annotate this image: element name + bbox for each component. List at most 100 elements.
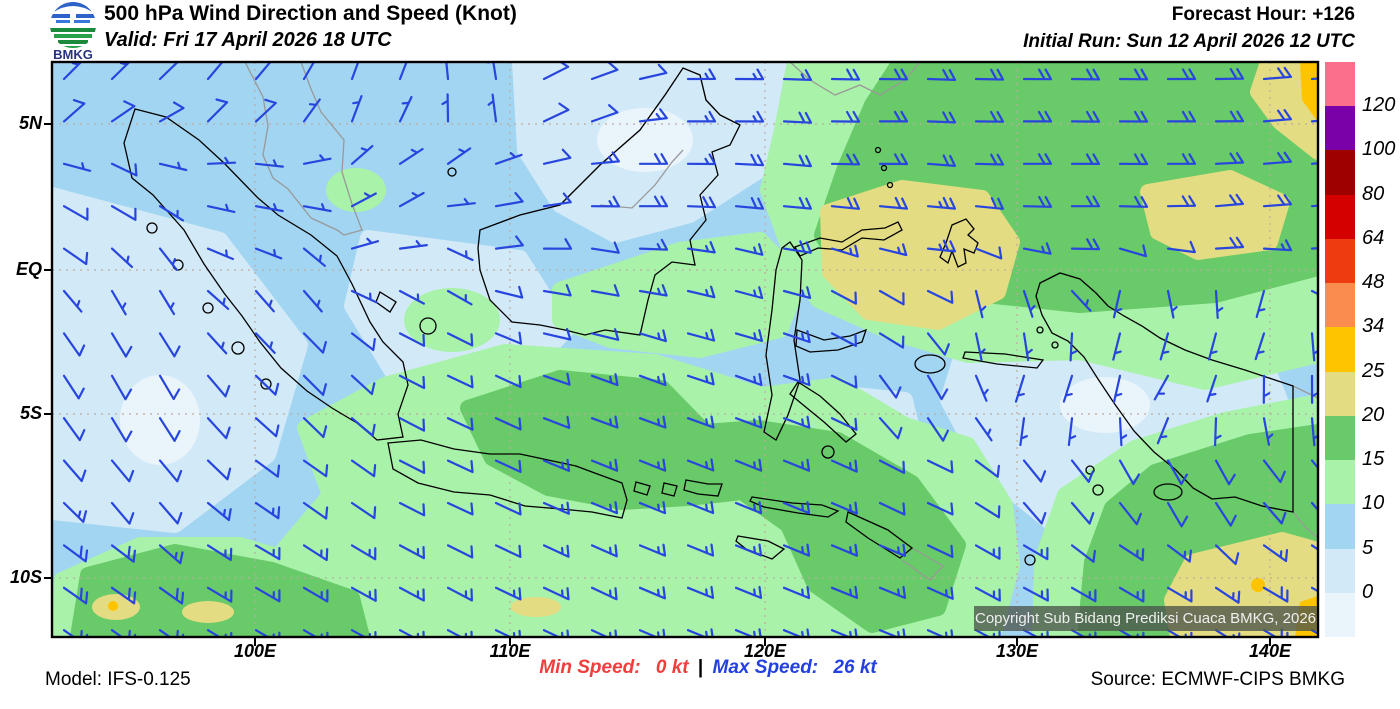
wind-barb (1206, 374, 1218, 403)
wind-barb (686, 458, 715, 472)
wind-barb (350, 62, 360, 81)
wind-barb (494, 192, 524, 208)
wind-barb (1118, 501, 1142, 526)
wind-barb (734, 243, 764, 256)
wind-barb (590, 501, 619, 515)
wind-barb (62, 99, 86, 123)
wind-barb (974, 586, 1001, 602)
wind-barb (158, 161, 188, 172)
wind-barb (1214, 236, 1245, 250)
wind-barb (1166, 501, 1189, 528)
wind-barb (1310, 501, 1318, 512)
colorbar-label-120: 120 (1362, 94, 1396, 117)
wind-barb (734, 373, 763, 387)
wind-barb (1310, 289, 1318, 296)
wind-barb (878, 110, 909, 123)
wind-barb (158, 289, 176, 316)
wind-barb (830, 417, 858, 431)
wind-barb (974, 501, 1001, 519)
wind-barb (158, 205, 185, 222)
wind-barb (686, 543, 715, 557)
wind-barb (302, 247, 326, 267)
wind-barb (206, 62, 224, 81)
wind-barb (62, 459, 87, 483)
lat-label-EQ: EQ (15, 259, 42, 279)
wind-barb (446, 417, 474, 431)
wind-barb (878, 459, 906, 474)
wind-barb (734, 68, 765, 81)
wind-barb (110, 501, 135, 525)
wind-barb (302, 374, 327, 396)
wind-barb (158, 544, 184, 565)
wind-barb (446, 544, 474, 559)
wind-barb (1310, 162, 1318, 165)
wind-barb (638, 238, 669, 251)
wind-barb (782, 543, 811, 557)
wind-barb (302, 544, 329, 562)
lat-label-10S: 10S (9, 567, 42, 587)
wind-barb (590, 586, 618, 601)
wind-barb (302, 417, 328, 439)
wind-barb (542, 544, 570, 558)
wind-barb (1166, 629, 1193, 637)
wind-barb (1156, 417, 1170, 445)
wind-barb (1214, 544, 1240, 566)
wind-barb (158, 374, 181, 401)
wind-barb (830, 501, 858, 515)
wind-barb (782, 501, 811, 515)
wind-barb (1207, 332, 1218, 361)
wind-barb (110, 205, 137, 221)
wind-barb (638, 153, 669, 165)
wind-barb (1069, 332, 1078, 362)
colorbar-segment (1325, 194, 1355, 240)
wind-barb (1255, 289, 1266, 319)
lon-label-140E: 140E (1248, 641, 1292, 661)
wind-barb (350, 95, 363, 123)
wind-barb (1310, 459, 1318, 470)
wind-barb (398, 459, 426, 474)
wind-barb (1262, 374, 1271, 404)
wind-barb (302, 289, 323, 313)
wind-barb (590, 151, 620, 165)
wind-barb (1262, 417, 1274, 446)
speed-summary: Min Speed: 0 kt | Max Speed: 26 kt (539, 657, 876, 679)
wind-barb (110, 459, 135, 483)
initial-run: Initial Run: Sun 12 April 2026 12 UTC (1023, 31, 1355, 52)
colorbar-segment (1325, 371, 1355, 417)
wind-barb (542, 192, 572, 208)
colorbar-segment (1325, 283, 1355, 328)
coastline-indonesia (123, 67, 1294, 566)
wind-barb (350, 586, 377, 602)
wind-barb (158, 459, 183, 483)
wind-barb (926, 239, 956, 253)
wind-barb (878, 289, 905, 306)
wind-barb (1310, 629, 1318, 635)
wind-barb (1310, 204, 1318, 208)
wind-barb (254, 247, 283, 260)
wind-barb (487, 93, 498, 123)
wind-barb (1022, 586, 1049, 602)
wind-barb (1214, 417, 1222, 447)
wind-barb (926, 332, 950, 356)
wind-barb (974, 332, 986, 361)
wind-barb (302, 98, 321, 123)
wind-barb (350, 544, 377, 561)
colorbar-segment (1325, 327, 1355, 373)
wind-barb (1262, 194, 1292, 208)
wind-barb (158, 101, 185, 123)
wind-barb (1310, 77, 1318, 81)
lat-lon-gridlines (52, 62, 1318, 637)
colorbar-label-34: 34 (1362, 315, 1385, 338)
wind-barb (1070, 238, 1101, 251)
wind-barb (974, 544, 1001, 560)
wind-barb (590, 195, 621, 208)
wind-barb (1070, 501, 1095, 525)
wind-barb (62, 247, 89, 266)
wind-barb (878, 501, 906, 516)
wind-barb (830, 459, 858, 473)
wind-barb (782, 196, 812, 210)
wind-barb (1118, 153, 1149, 166)
wind-barb (686, 68, 717, 81)
wind-barb (1214, 68, 1245, 81)
wind-barb (254, 374, 280, 396)
